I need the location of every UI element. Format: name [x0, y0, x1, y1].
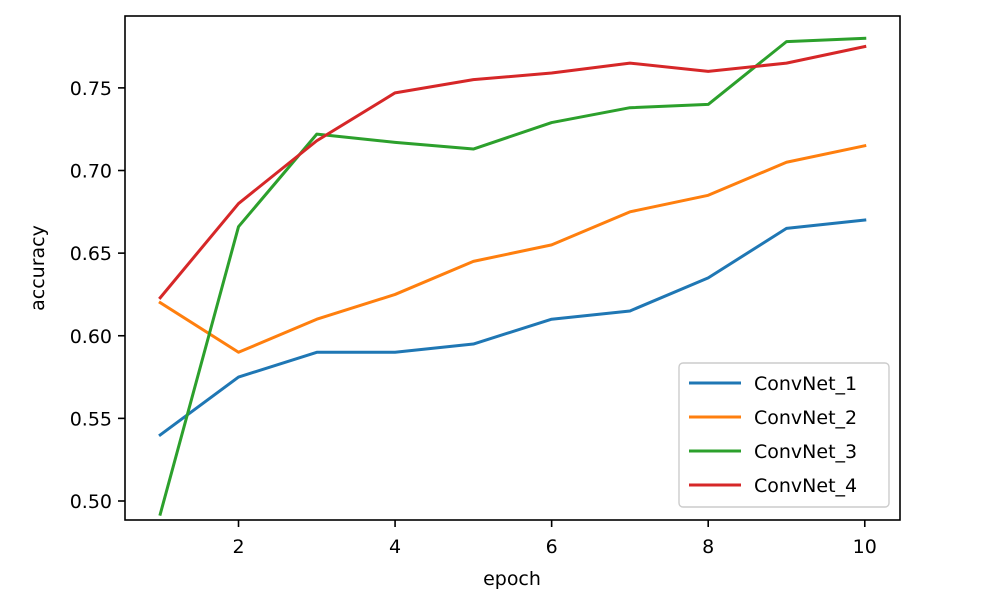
legend-label: ConvNet_2 — [754, 407, 857, 429]
legend: ConvNet_1 ConvNet_2 ConvNet_3 ConvNet_4 — [678, 362, 890, 508]
legend-label: ConvNet_1 — [754, 373, 857, 395]
plot-frame-rect — [124, 15, 901, 521]
series-line-convnet-3 — [158, 36, 867, 517]
legend-label: ConvNet_4 — [754, 475, 857, 497]
x-tick-label: 2 — [232, 536, 244, 558]
y-tick-label: 0.55 — [70, 408, 112, 430]
series-line-convnet-2 — [158, 143, 867, 354]
legend-box — [678, 362, 890, 508]
x-axis-label: epoch — [483, 568, 541, 590]
y-tick-label: 0.60 — [70, 326, 112, 348]
series-lines — [158, 36, 867, 517]
y-tick-label: 0.75 — [70, 78, 112, 100]
y-axis-label: accuracy — [27, 225, 49, 311]
y-tick-label: 0.65 — [70, 243, 112, 265]
plot-frame — [124, 15, 901, 521]
series-line-convnet-4 — [158, 44, 867, 300]
x-tick-label: 4 — [389, 536, 401, 558]
x-tick-label: 10 — [853, 536, 877, 558]
series-line-convnet-1 — [158, 218, 867, 437]
y-tick-label: 0.70 — [70, 161, 112, 183]
x-tick-label: 8 — [702, 536, 714, 558]
y-tick-label: 0.50 — [70, 491, 112, 513]
x-tick-label: 6 — [546, 536, 558, 558]
axes: 2 4 6 8 10 0.50 0.55 0.60 0.65 0.70 0.75 — [70, 78, 877, 558]
legend-label: ConvNet_3 — [754, 441, 857, 463]
